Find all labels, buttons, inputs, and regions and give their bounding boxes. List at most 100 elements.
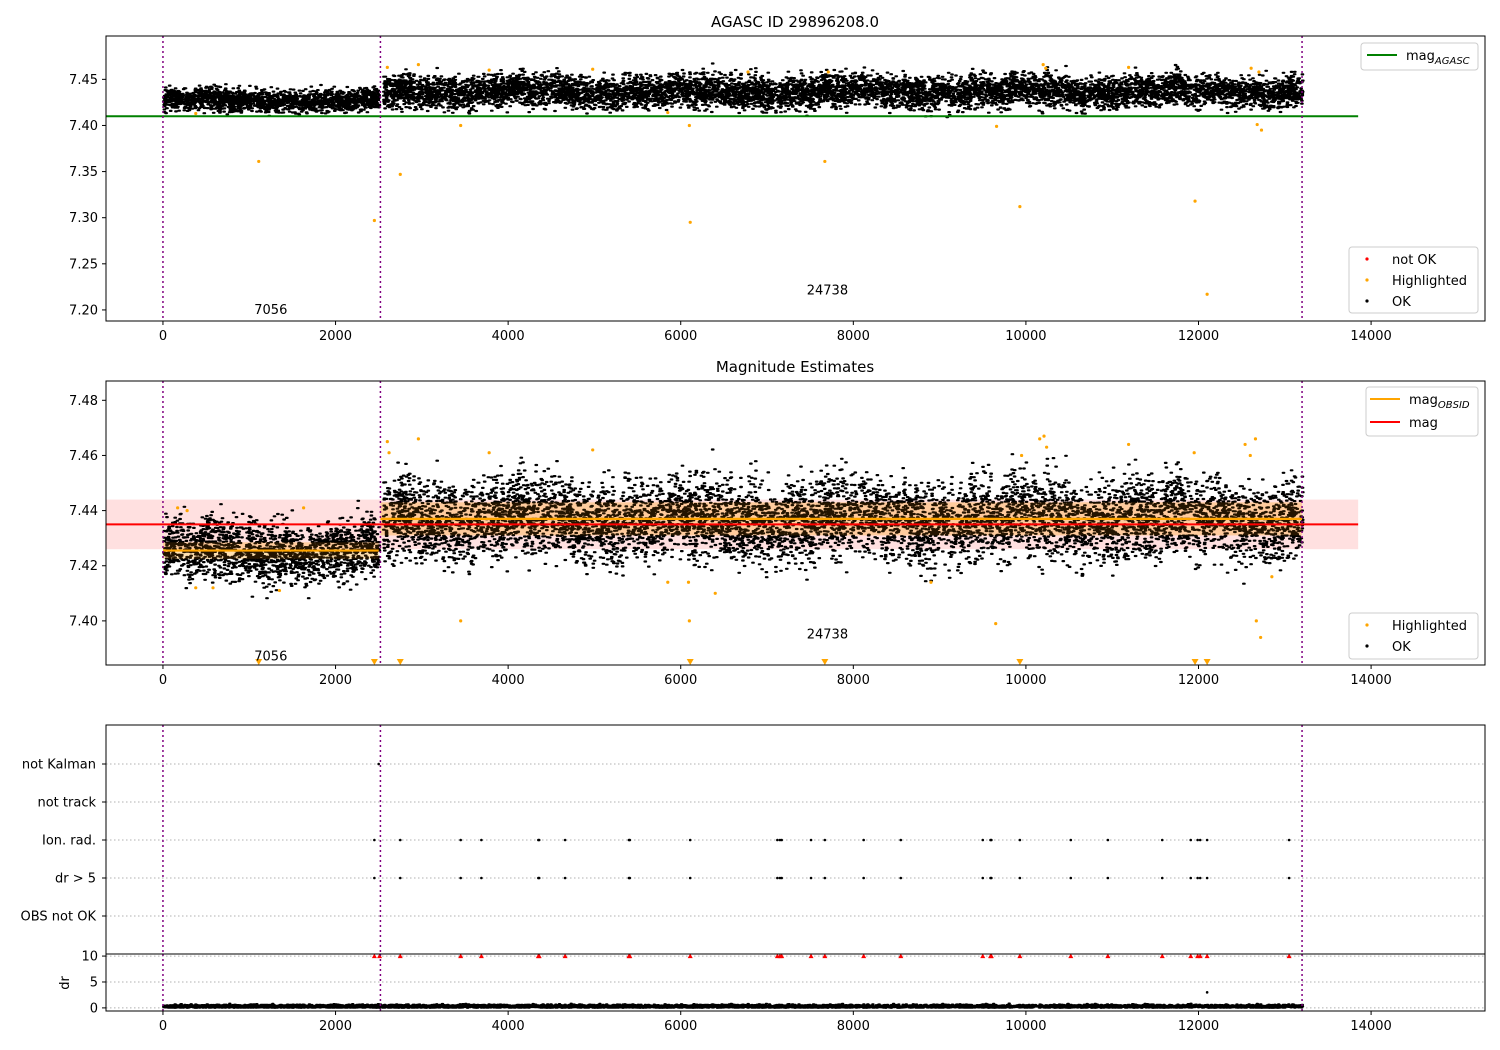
x-tick-label: 0 <box>159 329 167 344</box>
flag-point <box>1198 838 1202 842</box>
flag-point <box>1189 838 1193 842</box>
dr-clipped-marker <box>779 954 785 959</box>
dr-clipped-marker <box>397 954 403 959</box>
flag-point <box>990 838 993 842</box>
y-tick-label: 7.45 <box>69 73 98 88</box>
flag-point <box>480 838 483 842</box>
out-of-range-marker <box>396 659 404 665</box>
x-tick-label: 14000 <box>1350 673 1391 688</box>
out-of-range-marker <box>1203 659 1211 665</box>
legend-not-ok-label: not OK <box>1392 253 1437 268</box>
flag-point <box>1198 876 1202 880</box>
highlighted-point <box>185 508 189 513</box>
dr-clipped-marker <box>687 954 693 959</box>
highlighted-point <box>1243 442 1247 447</box>
x-tick-label: 4000 <box>492 329 525 344</box>
flag-point <box>1205 876 1209 880</box>
y-tick-label: 7.46 <box>69 449 98 464</box>
flag-point <box>537 838 541 842</box>
highlighted-point <box>1259 128 1264 132</box>
flag-point <box>537 876 541 880</box>
highlighted-point <box>194 111 198 116</box>
legend-mag-agasc-sub: AGASC <box>1434 56 1470 67</box>
out-of-range-marker <box>370 659 378 665</box>
flag-point <box>628 876 632 880</box>
highlighted-point <box>1249 66 1253 70</box>
flag-point <box>862 838 865 842</box>
dr-clipped-marker <box>562 954 568 959</box>
x-tick-label: 10000 <box>1005 1019 1046 1034</box>
flag-point <box>981 838 985 842</box>
legend-mag-obsid-label: mag <box>1409 393 1438 408</box>
out-of-range-marker <box>1191 659 1199 665</box>
legend2-ok-marker <box>1365 644 1369 648</box>
flag-point <box>1189 876 1193 880</box>
flag-point <box>899 876 903 880</box>
flag-point <box>563 876 567 880</box>
highlighted-point <box>687 619 691 623</box>
dr-clipped-marker <box>1017 954 1023 959</box>
highlighted-point <box>1127 65 1131 69</box>
dr-clipped-marker <box>1188 954 1194 959</box>
flag-point <box>480 876 483 880</box>
obsid-label: 7056 <box>254 650 287 665</box>
dr-clipped-marker <box>371 954 377 959</box>
highlighted-point <box>1041 62 1045 67</box>
dr-point <box>1205 991 1209 994</box>
highlighted-point <box>1038 437 1042 441</box>
highlighted-point <box>1255 122 1259 127</box>
flag-point <box>1196 838 1199 842</box>
y-tick-label: 7.48 <box>69 394 98 409</box>
flag-point <box>1018 876 1022 880</box>
y-tick-label: 7.30 <box>69 211 98 226</box>
panel-flags: not Kalman not track Ion. rad. dr > 5 OBS no… <box>21 724 1486 955</box>
out-of-range-marker <box>686 659 694 665</box>
flag-category-label: not track <box>37 796 96 811</box>
flag-category-label: dr > 5 <box>55 872 96 887</box>
y-tick-label: 7.20 <box>69 303 98 318</box>
highlighted-point <box>1193 199 1197 203</box>
legend-ok-marker <box>1365 299 1369 303</box>
x-tick-label: 0 <box>159 673 167 688</box>
dr-clipped-marker <box>898 954 904 959</box>
dr-clipped-marker <box>808 954 814 959</box>
x-tick-label: 6000 <box>664 673 697 688</box>
dr-clipped-marker <box>980 954 986 959</box>
highlighted-point <box>387 451 391 455</box>
flag-point <box>373 838 376 842</box>
flag-point <box>1106 876 1110 880</box>
y-tick-label: 7.44 <box>69 504 98 519</box>
legend-mag-label: mag <box>1409 416 1438 431</box>
legend-mag-agasc: magAGASC <box>1360 42 1479 71</box>
flag-point <box>776 838 779 842</box>
highlighted-point <box>929 580 933 584</box>
dr-ylabel: dr <box>58 976 73 990</box>
legend-not-ok-marker <box>1365 257 1369 261</box>
highlighted-point <box>1254 619 1258 623</box>
y-tick-label: 7.40 <box>69 614 98 629</box>
panel-magnitude-title: Magnitude Estimates <box>716 358 874 376</box>
x-tick-label: 12000 <box>1178 1019 1219 1034</box>
dr-clipped-marker <box>377 954 383 959</box>
y-tick-label: 7.35 <box>69 165 98 180</box>
x-tick-label: 4000 <box>492 1019 525 1034</box>
flag-point <box>1160 876 1164 880</box>
panel-agasc-title: AGASC ID 29896208.0 <box>711 13 879 31</box>
flag-point <box>862 876 865 880</box>
flag-category-label: not Kalman <box>22 758 96 773</box>
legend2-ok-label: OK <box>1392 640 1411 655</box>
y-tick-label: 10 <box>81 950 98 965</box>
y-tick-label: 0 <box>90 1001 98 1016</box>
dr-clipped-marker <box>822 954 828 959</box>
highlighted-point <box>416 62 420 67</box>
flag-point <box>398 876 402 880</box>
highlighted-point <box>211 586 215 590</box>
obsid-label: 24738 <box>807 628 848 643</box>
highlighted-point <box>688 220 692 224</box>
out-of-range-marker <box>255 659 263 665</box>
dr-clipped-marker <box>1197 954 1203 959</box>
highlighted-point <box>398 172 402 176</box>
flag-category-label: Ion. rad. <box>42 834 96 849</box>
flag-point <box>398 838 402 842</box>
legend2-highlighted-marker <box>1365 623 1369 627</box>
